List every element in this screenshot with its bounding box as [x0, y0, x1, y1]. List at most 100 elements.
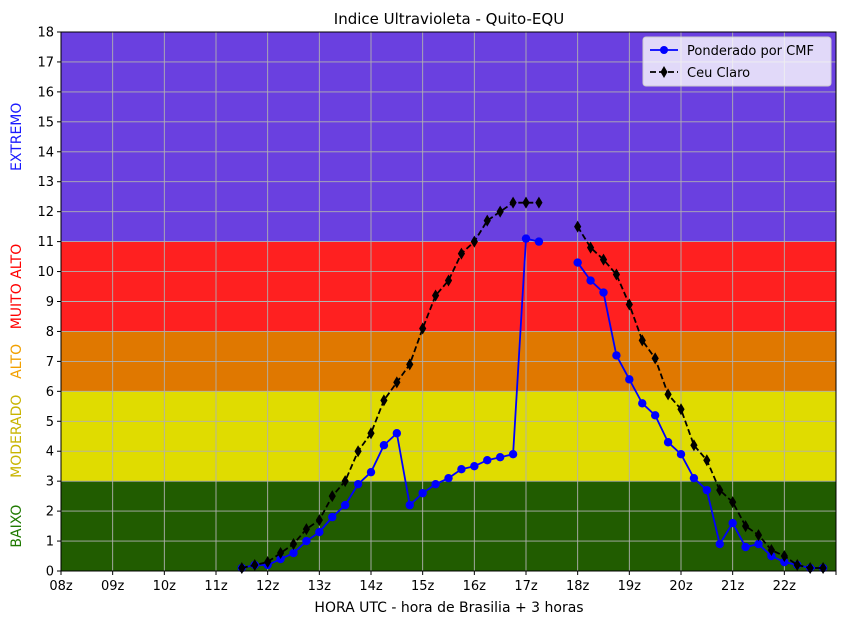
- data-point-ceu-claro: [264, 556, 272, 569]
- x-axis-title: HORA UTC - hora de Brasilia + 3 horas: [314, 600, 583, 616]
- x-tick-label: 09z: [101, 579, 125, 594]
- data-point-ceu-claro: [677, 403, 685, 416]
- data-point-ponderado-por-cmf: [702, 485, 712, 495]
- band-baixo: [61, 481, 836, 571]
- data-point-ceu-claro: [496, 205, 504, 218]
- x-tick-label: 22z: [773, 579, 797, 594]
- data-point-ponderado-por-cmf: [599, 288, 608, 297]
- y-tick-label: 14: [37, 145, 54, 160]
- data-point-ceu-claro: [470, 235, 478, 248]
- band-label-baixo: BAIXO: [9, 505, 25, 548]
- data-point-ceu-claro: [793, 559, 801, 572]
- chart-title: Indice Ultravioleta - Quito-EQU: [334, 10, 564, 28]
- data-point-ceu-claro: [638, 334, 646, 347]
- legend-label-ceu-claro: Ceu Claro: [687, 66, 750, 81]
- data-point-ponderado-por-cmf: [638, 399, 647, 408]
- y-tick-label: 18: [37, 26, 54, 41]
- y-tick-label: 8: [46, 325, 54, 340]
- data-point-ponderado-por-cmf: [366, 467, 376, 477]
- data-point-ponderado-por-cmf: [495, 453, 505, 462]
- data-point-ceu-claro: [509, 196, 517, 209]
- legend-box: [642, 36, 832, 87]
- data-point-ceu-claro: [767, 544, 776, 557]
- grid: [60, 31, 837, 572]
- y-tick-label: 2: [46, 505, 54, 520]
- x-tick-label: 11z: [204, 579, 228, 594]
- data-point-ceu-claro: [406, 358, 414, 371]
- data-point-ponderado-por-cmf: [483, 456, 492, 465]
- data-point-ceu-claro: [586, 241, 595, 254]
- data-point-ponderado-por-cmf: [315, 527, 324, 537]
- x-tick-label: 15z: [411, 579, 435, 594]
- data-point-ponderado-por-cmf: [612, 351, 621, 360]
- data-point-ceu-claro: [664, 388, 672, 401]
- data-point-ceu-claro: [703, 454, 711, 467]
- data-point-ponderado-por-cmf: [663, 438, 673, 447]
- data-point-ceu-claro: [315, 514, 323, 527]
- data-point-ceu-claro: [522, 196, 530, 209]
- x-tick-label: 17z: [514, 579, 538, 594]
- data-point-ceu-claro: [741, 520, 750, 533]
- data-point-ceu-claro: [431, 289, 440, 302]
- data-point-ponderado-por-cmf: [650, 411, 660, 420]
- data-point-ceu-claro: [535, 196, 543, 209]
- y-tick-label: 10: [37, 265, 54, 280]
- x-tick-label: 21z: [721, 579, 745, 594]
- data-point-ponderado-por-cmf: [508, 450, 518, 459]
- legend-marker-ceu-claro: [660, 66, 668, 78]
- risk-bands: [61, 32, 836, 571]
- y-tick-label: 12: [37, 205, 54, 220]
- data-point-ponderado-por-cmf: [521, 234, 531, 243]
- data-point-ceu-claro: [651, 352, 659, 365]
- band-moderado: [61, 391, 836, 482]
- band-label-moderado: MODERADO: [9, 395, 25, 478]
- data-point-ponderado-por-cmf: [405, 500, 414, 510]
- data-point-ceu-claro: [444, 274, 453, 287]
- data-point-ponderado-por-cmf: [353, 479, 363, 489]
- data-point-ceu-claro: [625, 298, 633, 311]
- y-tick-label: 7: [46, 355, 54, 370]
- y-tick-label: 17: [37, 55, 54, 70]
- data-point-ceu-claro: [419, 322, 427, 335]
- x-tick-label: 10z: [153, 579, 177, 594]
- data-point-ponderado-por-cmf: [379, 441, 389, 450]
- series-line-ceu-claro: [576, 226, 824, 569]
- data-point-ceu-claro: [328, 490, 336, 503]
- data-point-ceu-claro: [690, 439, 698, 452]
- band-labels: BAIXO MODERADO ALTO MUITO ALTO EXTREMO: [9, 103, 25, 548]
- data-point-ponderado-por-cmf: [754, 539, 763, 549]
- x-tick-label: 20z: [669, 579, 693, 594]
- data-point-ceu-claro: [457, 247, 466, 260]
- data-point-ponderado-por-cmf: [728, 518, 737, 528]
- data-point-ponderado-por-cmf: [457, 464, 466, 474]
- data-point-ceu-claro: [289, 538, 298, 551]
- x-tick-label: 12z: [256, 579, 280, 594]
- legend-label-ponderado: Ponderado por CMF: [687, 44, 814, 59]
- data-point-ceu-claro: [780, 550, 788, 563]
- data-point-ceu-claro: [276, 547, 285, 560]
- data-point-ponderado-por-cmf: [715, 539, 724, 549]
- data-point-ceu-claro: [380, 394, 388, 407]
- data-point-ponderado-por-cmf: [625, 375, 634, 384]
- data-point-ponderado-por-cmf: [328, 512, 337, 522]
- data-point-ponderado-por-cmf: [289, 548, 298, 558]
- band-label-extremo: EXTREMO: [9, 103, 25, 171]
- band-label-alto: ALTO: [9, 344, 25, 379]
- band-label-muito-alto: MUITO ALTO: [9, 244, 25, 330]
- x-tick-label: 13z: [308, 579, 332, 594]
- data-point-ponderado-por-cmf: [392, 429, 402, 438]
- data-point-ceu-claro: [599, 253, 608, 266]
- data-point-ponderado-por-cmf: [534, 237, 544, 246]
- x-axis-ticks: 08z 09z 10z 11z 12z 13z 14z 15z 16z 17z 18z 19z 20z 2…: [49, 571, 837, 594]
- data-point-ceu-claro: [341, 475, 349, 488]
- y-tick-label: 0: [46, 565, 54, 580]
- data-point-ceu-claro: [483, 214, 491, 227]
- data-point-ponderado-por-cmf: [689, 473, 699, 483]
- data-point-ponderado-por-cmf: [586, 276, 595, 285]
- y-tick-label: 4: [46, 445, 54, 460]
- data-point-ponderado-por-cmf: [340, 500, 350, 510]
- x-tick-label: 18z: [566, 579, 590, 594]
- data-point-ponderado-por-cmf: [444, 473, 453, 483]
